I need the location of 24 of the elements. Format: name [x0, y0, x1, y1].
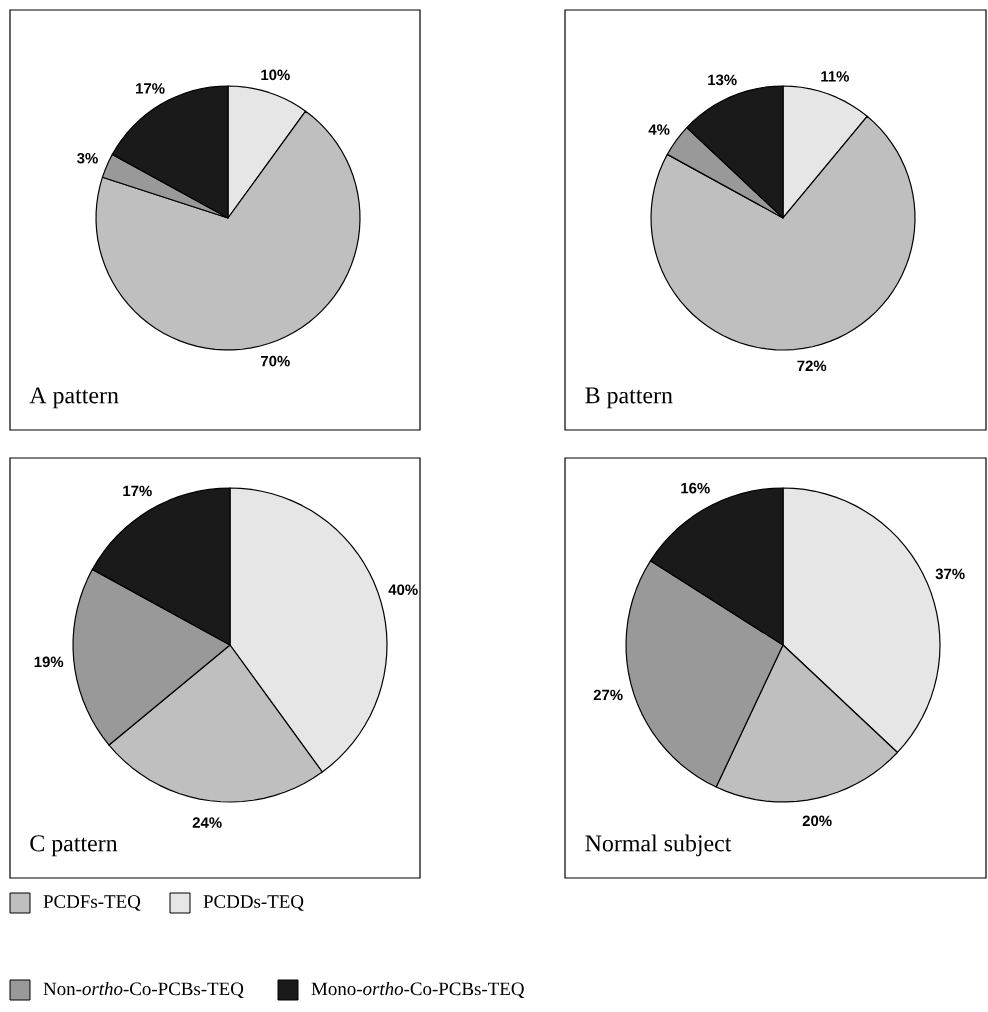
legend-label: Non-ortho-Co-PCBs-TEQ	[43, 981, 244, 999]
text: B pattern	[585, 387, 673, 409]
text: A pattern	[29, 387, 119, 409]
legend-label: Mono-ortho-Co-PCBs-TEQ	[311, 981, 525, 999]
data-label: 3%	[77, 152, 98, 164]
data-label: 72%	[797, 360, 827, 372]
data-label: 27%	[593, 689, 623, 701]
data-label: 4%	[648, 124, 670, 135]
text: Normal subject	[585, 834, 732, 857]
data-label: 70%	[261, 355, 290, 367]
legend-label: PCDFs-TEQ	[43, 895, 141, 911]
legend-label: PCDDs-TEQ	[203, 895, 304, 911]
data-label: 19%	[34, 656, 64, 668]
data-label: 17%	[136, 83, 165, 94]
data-label: 24%	[192, 817, 222, 828]
data-label: 17%	[123, 485, 152, 497]
data-label: 13%	[708, 74, 737, 86]
data-label: 16%	[681, 482, 710, 494]
data-label: 37%	[935, 568, 965, 580]
data-label: 11%	[821, 71, 849, 82]
text: C pattern	[30, 835, 118, 857]
data-label: 40%	[388, 584, 418, 595]
data-label: 20%	[802, 815, 832, 827]
data-label: 10%	[261, 69, 290, 81]
